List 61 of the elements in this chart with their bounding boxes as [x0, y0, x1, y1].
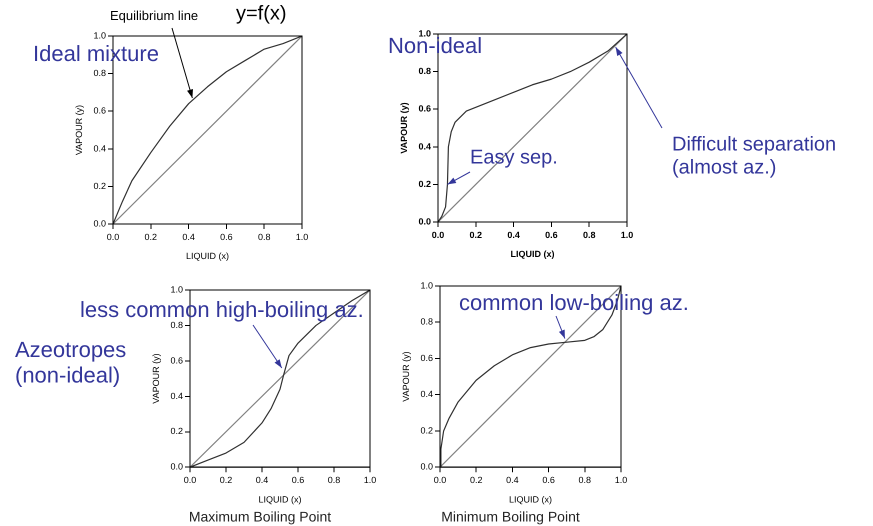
y-tick-label: 0.2 [93, 180, 106, 191]
x-tick-label: 0.4 [256, 475, 268, 486]
y-tick-label: 0.0 [170, 462, 183, 472]
y-tick-label: 1.0 [170, 284, 183, 294]
y-tick-label: 0.0 [420, 462, 433, 472]
y-axis-title: VAPOUR (y) [400, 351, 411, 402]
annotation: Equilibrium line [110, 8, 198, 24]
x-tick-label: 1.0 [364, 475, 376, 486]
x-axis-title: LIQUID (x) [510, 249, 554, 260]
x-axis-title: LIQUID (x) [186, 251, 230, 262]
x-tick-label: 1.0 [620, 230, 634, 240]
y-tick-label: 0.4 [420, 389, 433, 400]
x-tick-label: 0.8 [578, 475, 592, 486]
y-tick-label: 0.0 [418, 216, 431, 226]
x-tick-label: 0.0 [184, 475, 196, 486]
y-tick-label: 0.8 [93, 68, 106, 78]
y-tick-label: 0.6 [418, 104, 431, 114]
y-tick-label: 0.6 [420, 352, 433, 363]
text: Azeotropes (non-ideal) [15, 337, 126, 388]
text: Minimum Boiling Point [441, 508, 580, 524]
y-tick-label: 0.4 [93, 143, 106, 154]
x-tick-label: 0.6 [292, 475, 304, 486]
x-tick-label: 1.0 [614, 475, 628, 486]
x-tick-label: 0.8 [258, 232, 270, 242]
y-tick-label: 0.6 [170, 355, 183, 366]
x-tick-label: 0.0 [434, 475, 446, 486]
y-tick-label: 0.6 [93, 106, 106, 116]
x-tick-label: 0.8 [582, 230, 596, 240]
x-tick-label: 0.4 [506, 475, 519, 486]
x-axis-title: LIQUID (x) [258, 494, 302, 504]
x-tick-label: 0.2 [220, 475, 232, 486]
y-tick-label: 0.4 [170, 390, 183, 401]
y-tick-label: 0.0 [93, 218, 106, 228]
x-tick-label: 0.4 [182, 232, 195, 242]
y-tick-label: 1.0 [420, 280, 433, 290]
x-tick-label: 0.6 [220, 232, 233, 242]
y-axis-title: VAPOUR (y) [150, 353, 161, 404]
y-tick-label: 0.2 [170, 426, 183, 436]
x-tick-label: 0.2 [470, 475, 482, 486]
x-tick-label: 1.0 [296, 232, 308, 242]
y-tick-label: 0.8 [170, 320, 183, 330]
x-tick-label: 0.0 [106, 232, 120, 242]
y-tick-label: 0.8 [418, 66, 431, 76]
y-axis-title: VAPOUR (y) [74, 104, 84, 156]
x-tick-label: 0.0 [432, 230, 444, 240]
text: Maximum Boiling Point [188, 508, 332, 524]
x-tick-label: 0.2 [144, 232, 158, 242]
x-tick-label: 0.6 [545, 230, 558, 240]
x-tick-label: 0.2 [470, 230, 482, 240]
text: y=f(x) [236, 2, 287, 25]
annotation: Difficult separation (almost az.) [672, 134, 836, 179]
y-tick-label: 0.2 [420, 425, 433, 436]
x-tick-label: 0.8 [328, 475, 340, 486]
y-axis-title: VAPOUR (y) [398, 102, 409, 154]
y-tick-label: 0.2 [418, 178, 431, 189]
x-tick-label: 0.4 [507, 230, 520, 240]
y-tick-label: 0.4 [418, 141, 431, 152]
y-tick-label: 1.0 [93, 30, 106, 40]
y-tick-label: 0.8 [420, 316, 433, 327]
x-tick-label: 0.6 [542, 475, 555, 486]
x-axis-title: LIQUID (x) [508, 494, 552, 504]
